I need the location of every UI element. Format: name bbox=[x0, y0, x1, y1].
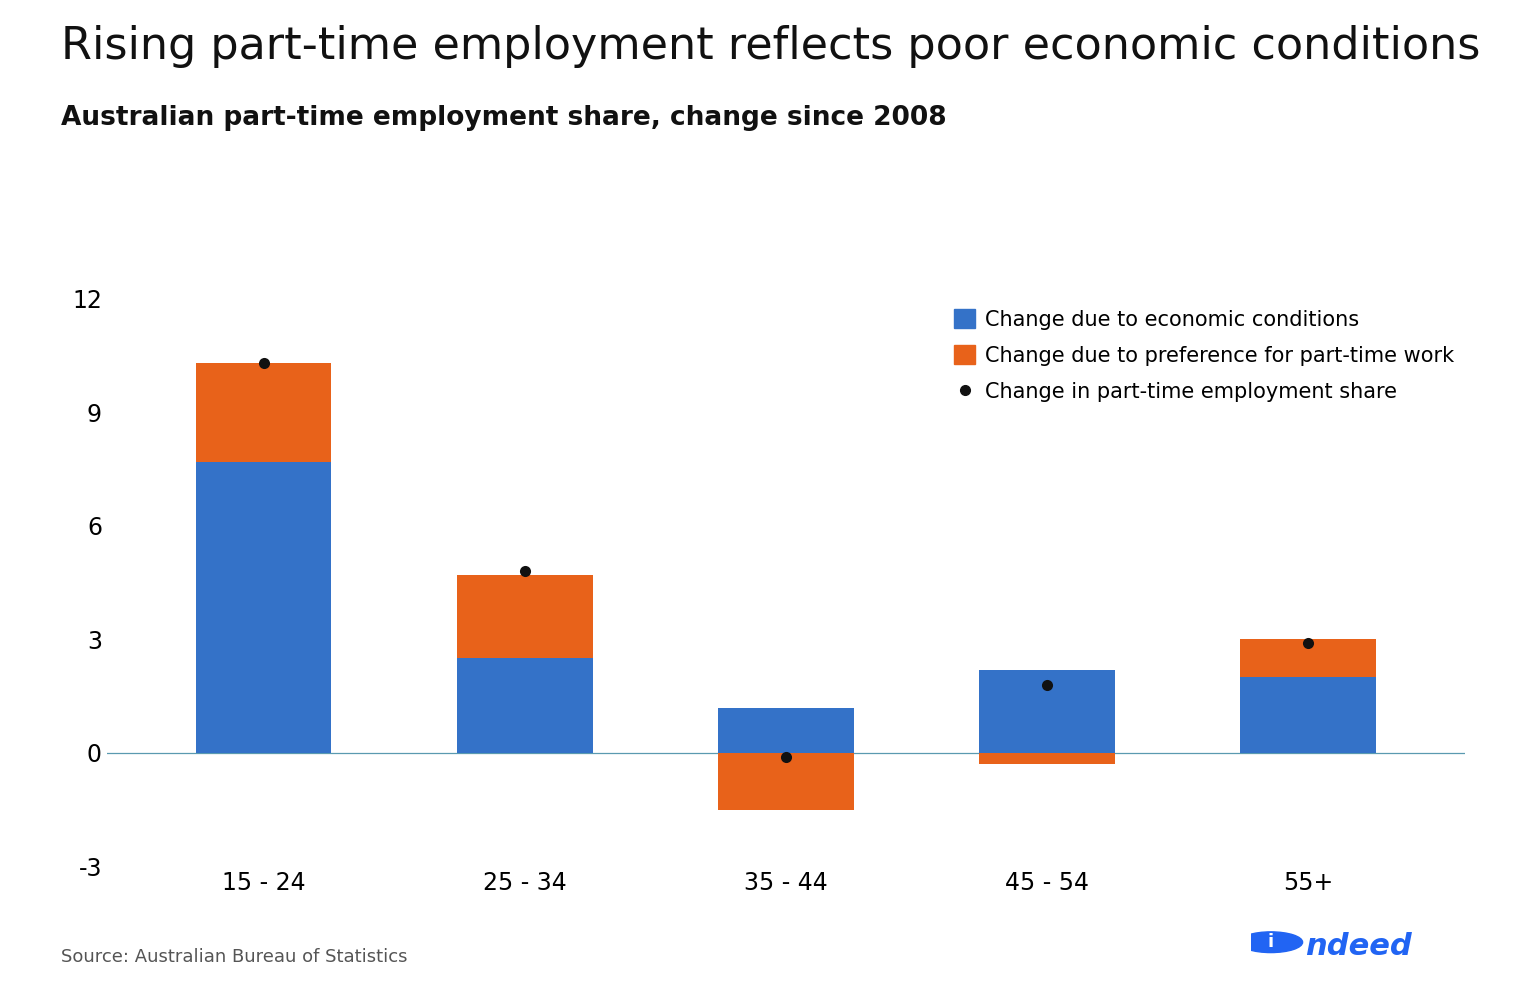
Bar bbox=[1241, 639, 1376, 677]
Bar bbox=[195, 461, 331, 753]
Bar bbox=[456, 575, 592, 658]
Text: Australian part-time employment share, change since 2008: Australian part-time employment share, c… bbox=[61, 105, 946, 130]
Text: Source: Australian Bureau of Statistics: Source: Australian Bureau of Statistics bbox=[61, 948, 407, 966]
Bar bbox=[195, 364, 331, 461]
Bar bbox=[719, 753, 855, 810]
Circle shape bbox=[1239, 932, 1303, 952]
Bar bbox=[980, 753, 1116, 764]
Bar bbox=[980, 669, 1116, 753]
Legend: Change due to economic conditions, Change due to preference for part-time work, : Change due to economic conditions, Chang… bbox=[954, 309, 1454, 401]
Text: ndeed: ndeed bbox=[1305, 931, 1412, 961]
Bar bbox=[719, 707, 855, 753]
Bar bbox=[1241, 677, 1376, 753]
Text: Rising part-time employment reflects poor economic conditions: Rising part-time employment reflects poo… bbox=[61, 25, 1480, 68]
Text: i: i bbox=[1268, 933, 1274, 951]
Bar bbox=[456, 658, 592, 753]
